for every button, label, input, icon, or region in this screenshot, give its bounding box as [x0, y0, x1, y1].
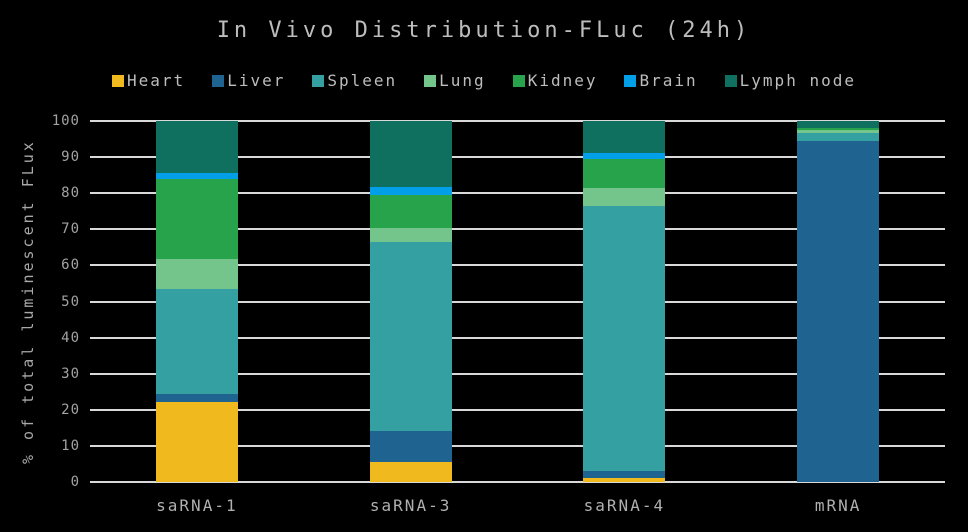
bar-segment-mrna-spleen: [797, 133, 880, 142]
bar-segment-sarna-1-spleen: [155, 288, 238, 394]
x-axis-label-mrna: mRNA: [814, 496, 862, 515]
bar-segment-sarna-4-heart: [583, 478, 666, 482]
legend-swatch-icon: [624, 74, 637, 87]
gridline-100: [90, 120, 945, 122]
y-tick-label-70: 70: [61, 221, 80, 238]
y-tick-label-30: 30: [61, 365, 80, 382]
gridline-80: [90, 192, 945, 195]
gridline-20: [90, 408, 945, 411]
chart-legend: Heart Liver Spleen Lung Kidney Brain Lymph nod…: [0, 71, 968, 90]
bar-segment-sarna-1-brain: [155, 173, 238, 180]
bar-segment-sarna-4-kidney: [583, 158, 666, 188]
bar-segment-mrna-lymph-node: [797, 121, 880, 129]
y-tick-label-40: 40: [61, 329, 80, 346]
gridline-50: [90, 300, 945, 303]
bar-segment-sarna-4-lung: [583, 187, 666, 206]
legend-label: Liver: [227, 71, 286, 90]
bar-segment-sarna-3-heart: [369, 461, 452, 482]
bar-segment-mrna-liver: [797, 141, 880, 482]
legend-label: Lung: [439, 71, 486, 90]
stacked-bar-mrna: [797, 121, 880, 482]
bar-segment-sarna-3-spleen: [369, 242, 452, 431]
legend-swatch-icon: [112, 74, 125, 87]
bar-segment-sarna-4-spleen: [583, 205, 666, 472]
legend-item-heart: Heart: [112, 71, 185, 90]
gridline-40: [90, 336, 945, 339]
legend-swatch-icon: [312, 74, 325, 87]
bar-segment-sarna-1-lung: [155, 259, 238, 289]
stacked-bar-sarna-3: [369, 121, 452, 482]
legend-label: Brain: [639, 71, 698, 90]
gridline-60: [90, 264, 945, 267]
legend-item-kidney: Kidney: [512, 71, 598, 90]
legend-item-liver: Liver: [212, 71, 285, 90]
legend-label: Lymph node: [739, 71, 856, 90]
chart-title: In Vivo Distribution-FLuc (24h): [216, 18, 752, 43]
bar-segment-sarna-3-brain: [369, 187, 452, 196]
bar-segment-sarna-4-liver: [583, 471, 666, 479]
y-axis-title: % of total luminescent FLux: [19, 139, 37, 464]
legend-item-lymph-node: Lymph node: [724, 71, 856, 90]
legend-label: Spleen: [327, 71, 398, 90]
bar-segment-sarna-4-lymph-node: [583, 121, 666, 153]
y-tick-label-20: 20: [61, 401, 80, 418]
bar-segment-sarna-1-heart: [155, 402, 238, 482]
bar-segment-sarna-3-kidney: [369, 195, 452, 229]
legend-item-lung: Lung: [424, 71, 486, 90]
bar-segment-sarna-4-brain: [583, 152, 666, 159]
gridline-90: [90, 156, 945, 159]
y-tick-label-100: 100: [51, 113, 80, 129]
gridline-0: [90, 481, 945, 483]
x-axis-label-sarna-4: saRNA-4: [583, 496, 666, 515]
legend-swatch-icon: [212, 74, 225, 87]
y-tick-label-60: 60: [61, 257, 80, 274]
legend-swatch-icon: [424, 74, 437, 87]
y-tick-label-10: 10: [61, 437, 80, 454]
legend-swatch-icon: [512, 74, 525, 87]
legend-item-brain: Brain: [624, 71, 697, 90]
bar-segment-sarna-1-kidney: [155, 179, 238, 260]
bar-segment-sarna-3-lung: [369, 228, 452, 243]
gridline-30: [90, 372, 945, 375]
bar-segment-sarna-3-liver: [369, 430, 452, 462]
gridline-70: [90, 228, 945, 231]
bar-segment-sarna-1-lymph-node: [155, 121, 238, 174]
legend-item-spleen: Spleen: [312, 71, 397, 90]
stacked-bar-sarna-1: [155, 121, 238, 482]
x-axis-label-sarna-3: saRNA-3: [369, 496, 452, 515]
bar-segment-mrna-lung: [797, 130, 880, 134]
y-tick-label-90: 90: [61, 149, 80, 166]
y-tick-label-50: 50: [61, 293, 80, 310]
plot-area: 0 10 20 30 40 50 60 70 80 90 100 saRNA-1 saRNA-3 saRN…: [52, 113, 945, 515]
legend-swatch-icon: [724, 74, 737, 87]
bar-segment-mrna-kidney: [797, 128, 880, 131]
y-tick-label-0: 0: [70, 474, 80, 490]
bar-segment-sarna-3-lymph-node: [369, 121, 452, 188]
legend-label: Heart: [127, 71, 186, 90]
stacked-bar-sarna-4: [583, 121, 666, 482]
legend-label: Kidney: [527, 71, 598, 90]
y-tick-label-80: 80: [61, 185, 80, 202]
x-axis-label-sarna-1: saRNA-1: [156, 496, 238, 515]
gridline-10: [90, 444, 945, 447]
bar-segment-sarna-1-liver: [155, 393, 238, 403]
